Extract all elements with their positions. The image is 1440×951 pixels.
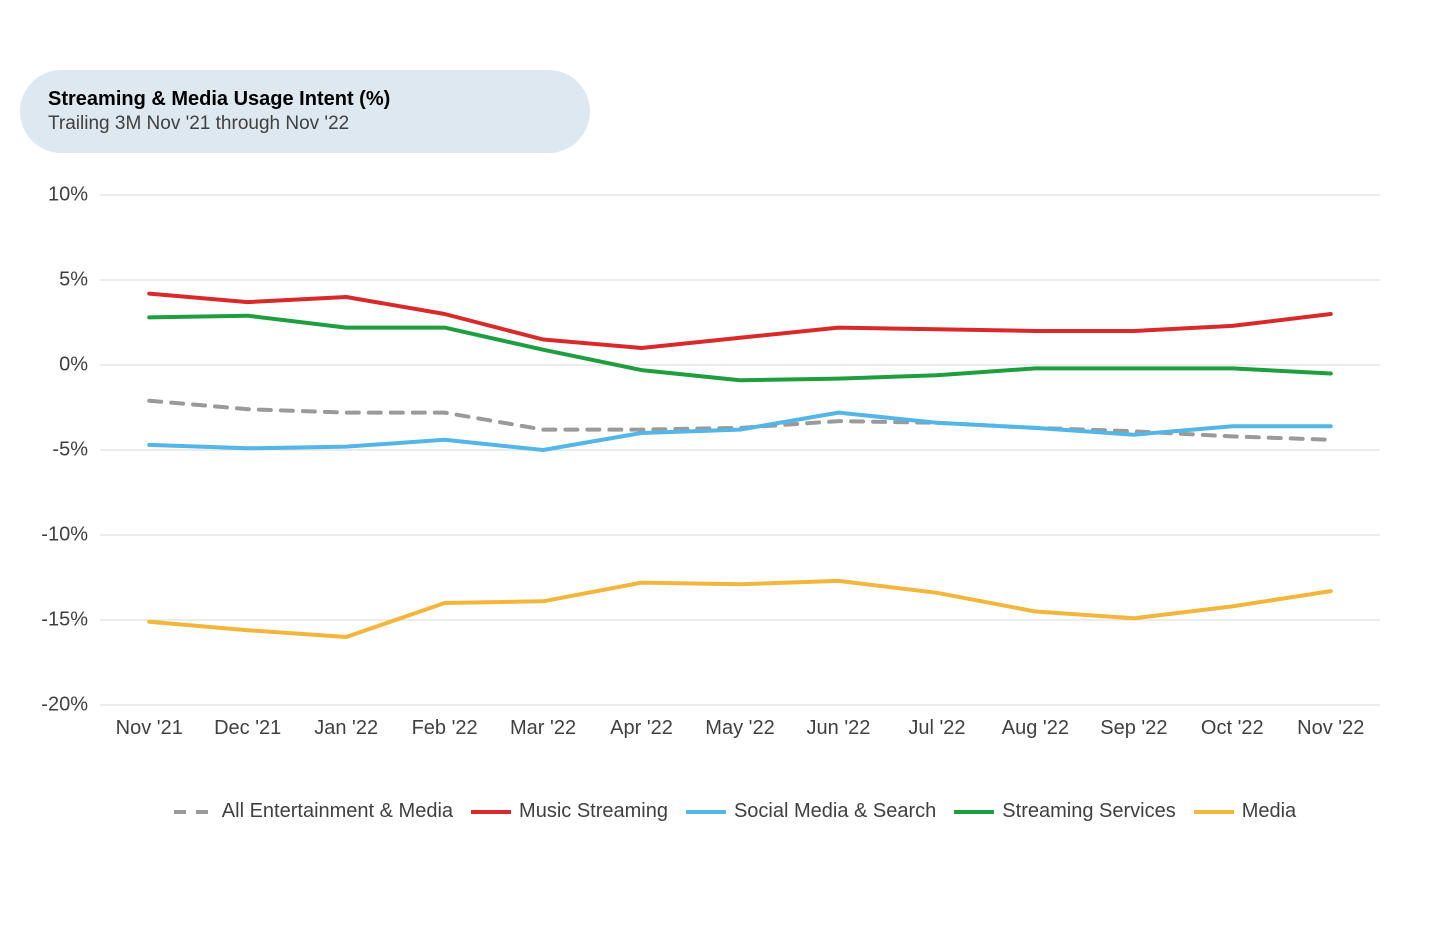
chart-area: 10%5%0%-5%-10%-15%-20% Nov '21Dec '21Jan… <box>80 175 1390 745</box>
y-tick-label: -5% <box>52 439 88 462</box>
x-tick-label: Oct '22 <box>1182 717 1282 740</box>
legend-swatch <box>471 807 511 817</box>
x-tick-label: Mar '22 <box>493 717 593 740</box>
x-tick-label: May '22 <box>690 717 790 740</box>
line-chart-svg <box>80 175 1390 745</box>
x-tick-label: Nov '21 <box>99 717 199 740</box>
x-tick-label: Sep '22 <box>1084 717 1184 740</box>
x-tick-label: Apr '22 <box>592 717 692 740</box>
legend-label: Streaming Services <box>1002 800 1175 823</box>
x-tick-label: Jun '22 <box>788 717 888 740</box>
x-tick-label: Jan '22 <box>296 717 396 740</box>
y-tick-label: -15% <box>41 609 88 632</box>
x-tick-label: Feb '22 <box>395 717 495 740</box>
legend-item: Media <box>1194 800 1296 823</box>
legend-swatch <box>174 807 214 817</box>
legend-swatch <box>686 807 726 817</box>
x-tick-label: Jul '22 <box>887 717 987 740</box>
series-line <box>149 294 1331 348</box>
legend-item: All Entertainment & Media <box>174 800 453 823</box>
x-tick-label: Nov '22 <box>1281 717 1381 740</box>
legend-label: Music Streaming <box>519 800 668 823</box>
legend-label: All Entertainment & Media <box>222 800 453 823</box>
y-tick-label: -10% <box>41 524 88 547</box>
chart-subtitle: Trailing 3M Nov '21 through Nov '22 <box>48 112 390 137</box>
chart-page: Streaming & Media Usage Intent (%) Trail… <box>0 0 1440 951</box>
x-tick-label: Dec '21 <box>198 717 298 740</box>
y-tick-label: 0% <box>59 354 88 377</box>
series-line <box>149 316 1331 381</box>
legend-item: Social Media & Search <box>686 800 936 823</box>
series-line <box>149 413 1331 450</box>
legend-item: Music Streaming <box>471 800 668 823</box>
y-tick-label: -20% <box>41 694 88 717</box>
legend-label: Social Media & Search <box>734 800 936 823</box>
chart-title-pill: Streaming & Media Usage Intent (%) Trail… <box>20 70 590 153</box>
legend-item: Streaming Services <box>954 800 1175 823</box>
chart-legend: All Entertainment & Media Music Streaming… <box>80 800 1390 823</box>
legend-swatch <box>1194 807 1234 817</box>
x-tick-label: Aug '22 <box>985 717 1085 740</box>
y-tick-label: 10% <box>48 184 88 207</box>
legend-swatch <box>954 807 994 817</box>
chart-title: Streaming & Media Usage Intent (%) <box>48 86 390 112</box>
y-tick-label: 5% <box>59 269 88 292</box>
series-line <box>149 581 1331 637</box>
legend-label: Media <box>1242 800 1296 823</box>
